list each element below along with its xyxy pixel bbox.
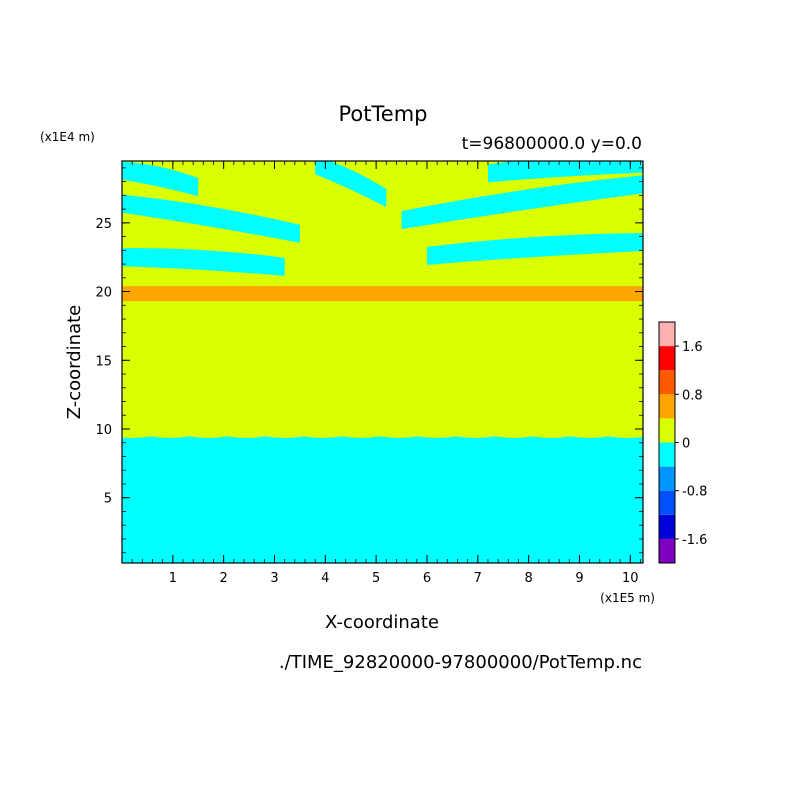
y-axis: 5 10 15 20 25 (95, 167, 643, 554)
x-axis-label: X-coordinate (325, 612, 439, 633)
colorbar-segment (659, 514, 675, 539)
x-tick-label: 8 (524, 571, 532, 586)
field-band-1 (122, 301, 643, 436)
colorbar-tick-label: -0.8 (682, 485, 707, 500)
y-tick-label: 25 (95, 217, 112, 232)
x-tick-label: 6 (423, 571, 431, 586)
field-streak-6 (487, 161, 643, 183)
field-wave-2 (186, 431, 231, 438)
colorbar-segment (659, 322, 675, 347)
y-tick-label: 10 (95, 423, 112, 438)
colorbar-tick-label: 1.6 (682, 340, 703, 355)
field-wave-8 (415, 431, 460, 438)
colorbar-segment (659, 394, 675, 419)
y-tick-label: 5 (104, 492, 112, 507)
x-tick-label: 4 (321, 571, 329, 586)
field-wave-13 (605, 431, 643, 438)
field-wave-5 (300, 431, 345, 438)
plot-area (122, 161, 643, 563)
field-streak-0 (122, 161, 199, 197)
chart-title: PotTemp (339, 102, 428, 126)
chart-subtitle: t=96800000.0 y=0.0 (462, 134, 642, 154)
colorbar-tick-label: -1.6 (682, 533, 707, 548)
field-band-0 (122, 435, 643, 563)
x-tick-label: 10 (622, 571, 639, 586)
colorbar-tick-label: 0.8 (682, 388, 703, 403)
field-wave-11 (529, 431, 574, 438)
field-streak-4 (401, 175, 643, 230)
field-band-2 (122, 286, 643, 302)
colorbar-segment (659, 490, 675, 515)
x-unit-label: (x1E5 m) (600, 591, 655, 605)
field-streak-2 (122, 248, 285, 276)
field-wave-1 (148, 431, 193, 438)
plot-frame (121, 160, 644, 564)
field-wave-4 (262, 431, 307, 438)
field-wave-6 (338, 431, 383, 438)
field-streak-5 (426, 233, 643, 265)
x-tick-label: 9 (575, 571, 583, 586)
colorbar-segment (659, 466, 675, 491)
x-tick-label: 7 (474, 571, 482, 586)
field-wave-0 (122, 431, 155, 438)
colorbar-segment (659, 418, 675, 443)
field-wave-9 (453, 431, 498, 438)
field-wave-7 (377, 431, 422, 438)
field-wave-3 (224, 431, 269, 438)
x-tick-label: 5 (372, 571, 380, 586)
x-tick-label: 2 (220, 571, 228, 586)
colorbar: 1.6 0.8 0 -0.8 -1.6 (658, 321, 707, 564)
colorbar-segment (659, 442, 675, 467)
y-unit-label: (x1E4 m) (40, 130, 95, 144)
colorbar-segment (659, 538, 675, 563)
colorbar-segment (659, 370, 675, 395)
x-axis: 1 2 3 4 5 6 7 8 9 10 (131, 161, 641, 586)
field-wave-10 (491, 431, 536, 438)
y-tick-label: 20 (95, 286, 112, 301)
field-streak-1 (122, 194, 300, 243)
colorbar-segment (659, 346, 675, 371)
x-tick-label: 1 (169, 571, 177, 586)
y-axis-label: Z-coordinate (64, 305, 85, 420)
colorbar-tick-label: 0 (682, 437, 690, 452)
field-wave-12 (567, 431, 612, 438)
field-streak-3 (315, 161, 387, 208)
x-tick-label: 3 (270, 571, 278, 586)
y-tick-label: 15 (95, 354, 112, 369)
footer-path: ./TIME_92820000-97800000/PotTemp.nc (279, 652, 642, 673)
